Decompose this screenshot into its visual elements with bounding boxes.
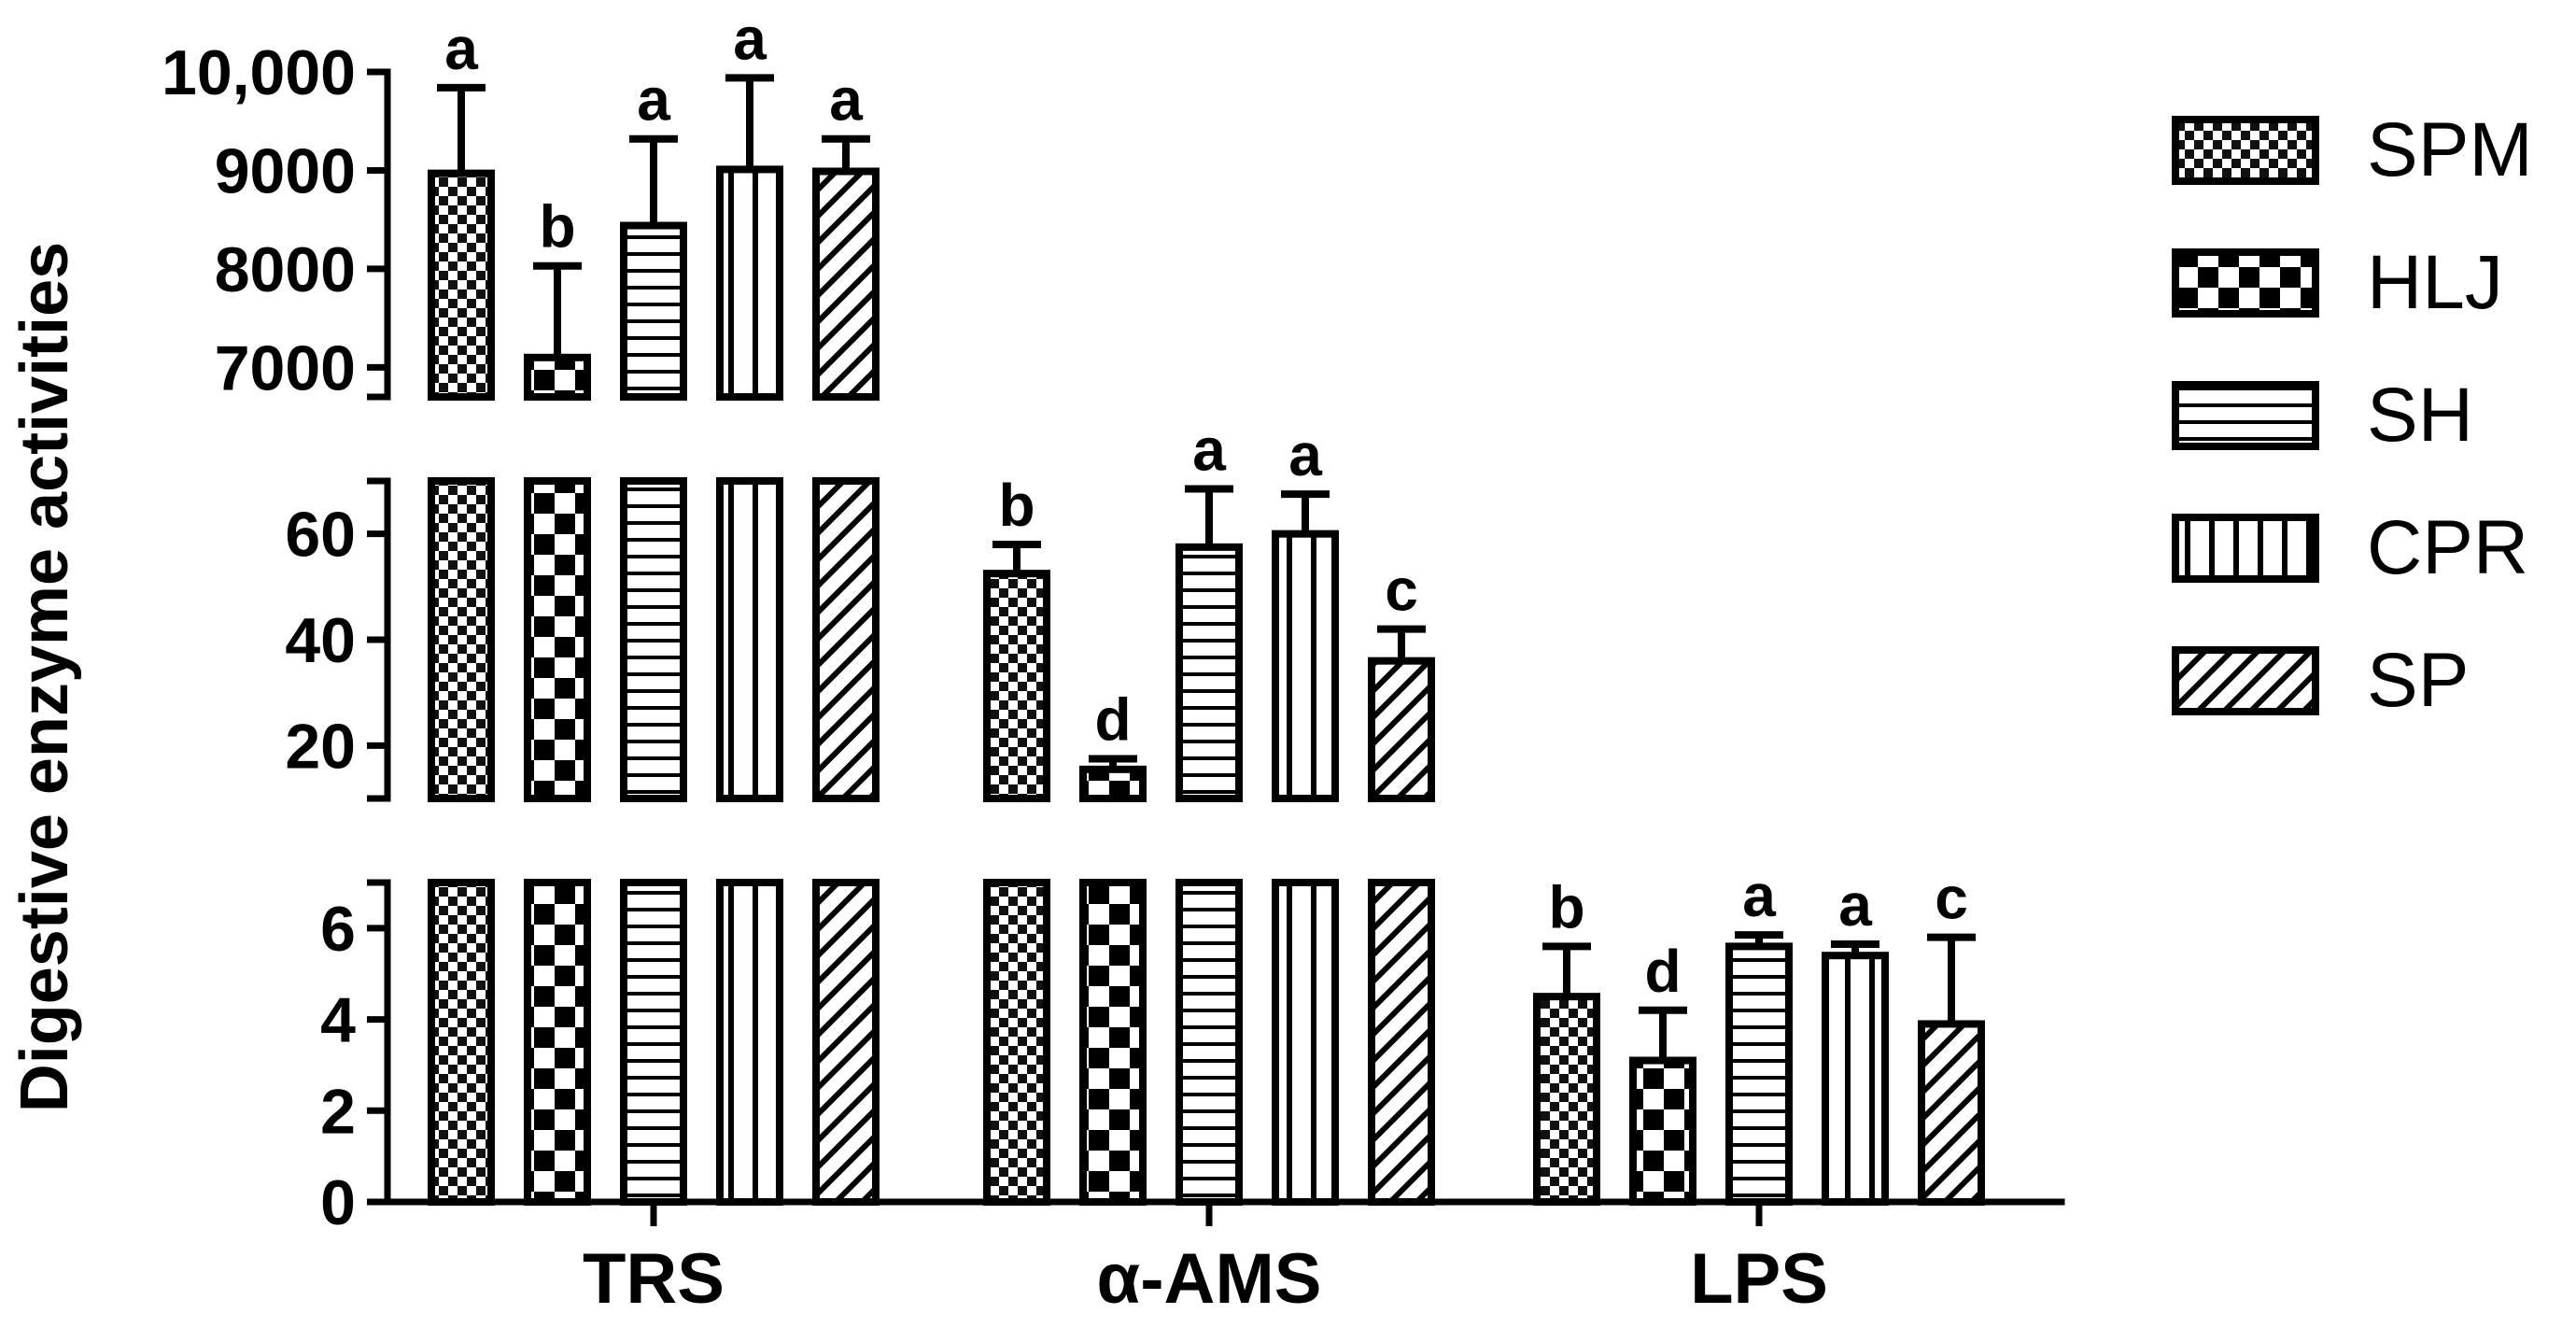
legend-label: HLJ <box>2367 240 2503 325</box>
bar <box>1537 996 1597 1202</box>
significance-letter: a <box>444 15 478 82</box>
significance-letter: c <box>1385 557 1418 624</box>
bar <box>624 226 683 397</box>
legend-swatch <box>2175 517 2316 579</box>
y-tick-label: 20 <box>285 711 356 782</box>
category-label: TRS <box>583 1239 725 1319</box>
bar <box>528 481 587 798</box>
y-axis-label: Digestive enzyme activities <box>7 242 82 1112</box>
bar <box>1083 770 1143 798</box>
bar <box>1729 946 1789 1202</box>
y-tick-label: 0 <box>320 1167 356 1238</box>
legend-swatch <box>2175 650 2316 712</box>
legend-label: CPR <box>2367 505 2528 590</box>
y-tick-label: 4 <box>320 985 356 1056</box>
bar <box>1083 883 1143 1202</box>
y-tick-label: 60 <box>285 500 356 571</box>
bar <box>987 883 1047 1202</box>
bars <box>431 169 1981 1202</box>
significance-letter: b <box>1548 873 1584 940</box>
significance-letter: a <box>1742 862 1776 929</box>
significance-letter: a <box>1838 871 1872 939</box>
significance-letter: a <box>1288 421 1322 488</box>
legend-swatch <box>2175 252 2316 314</box>
bar <box>1179 547 1239 798</box>
bar <box>528 358 587 397</box>
bar <box>720 883 780 1202</box>
y-tick-label: 2 <box>320 1076 356 1147</box>
bar <box>816 883 876 1202</box>
category-label: α-AMS <box>1097 1239 1322 1319</box>
bar <box>816 481 876 798</box>
bar <box>624 481 683 798</box>
bar <box>1179 883 1239 1202</box>
significance-letter: c <box>1935 865 1968 932</box>
bar <box>1921 1024 1981 1202</box>
y-tick-label: 6 <box>320 894 356 965</box>
bar <box>1275 883 1335 1202</box>
bar <box>1633 1061 1693 1202</box>
y-tick-label: 8000 <box>215 234 356 305</box>
significance-letter: a <box>1192 417 1226 484</box>
bar <box>816 172 876 397</box>
bar <box>624 883 683 1202</box>
significance-letter: b <box>998 472 1035 539</box>
category-label: LPS <box>1690 1239 1828 1319</box>
significance-letter: a <box>637 66 670 134</box>
legend-swatch <box>2175 120 2316 181</box>
bar <box>1275 534 1335 798</box>
bar <box>431 883 491 1202</box>
y-tick-label: 40 <box>285 605 356 676</box>
significance-letter: b <box>539 193 575 261</box>
bar <box>987 573 1047 798</box>
legend-label: SP <box>2367 638 2469 723</box>
significance-letter: a <box>829 66 863 134</box>
category-labels: TRS α-AMS LPS <box>583 1239 1828 1319</box>
bar <box>1372 883 1431 1202</box>
bar <box>720 169 780 397</box>
bar <box>1372 661 1431 798</box>
legend: SPM HLJ SH CPR SP <box>2175 107 2533 723</box>
legend-label: SPM <box>2367 107 2533 192</box>
y-tick-label: 7000 <box>215 332 356 403</box>
bar <box>720 481 780 798</box>
y-tick-label: 10,000 <box>162 37 356 108</box>
legend-swatch <box>2175 385 2316 446</box>
bar <box>1825 955 1885 1202</box>
legend-label: SH <box>2367 373 2473 458</box>
y-tick-label: 9000 <box>215 135 356 206</box>
significance-letter: a <box>733 5 767 72</box>
bar <box>528 883 587 1202</box>
bar <box>431 481 491 798</box>
significance-letter: d <box>1644 938 1681 1005</box>
significance-letter: d <box>1094 686 1131 754</box>
bar <box>431 174 491 397</box>
